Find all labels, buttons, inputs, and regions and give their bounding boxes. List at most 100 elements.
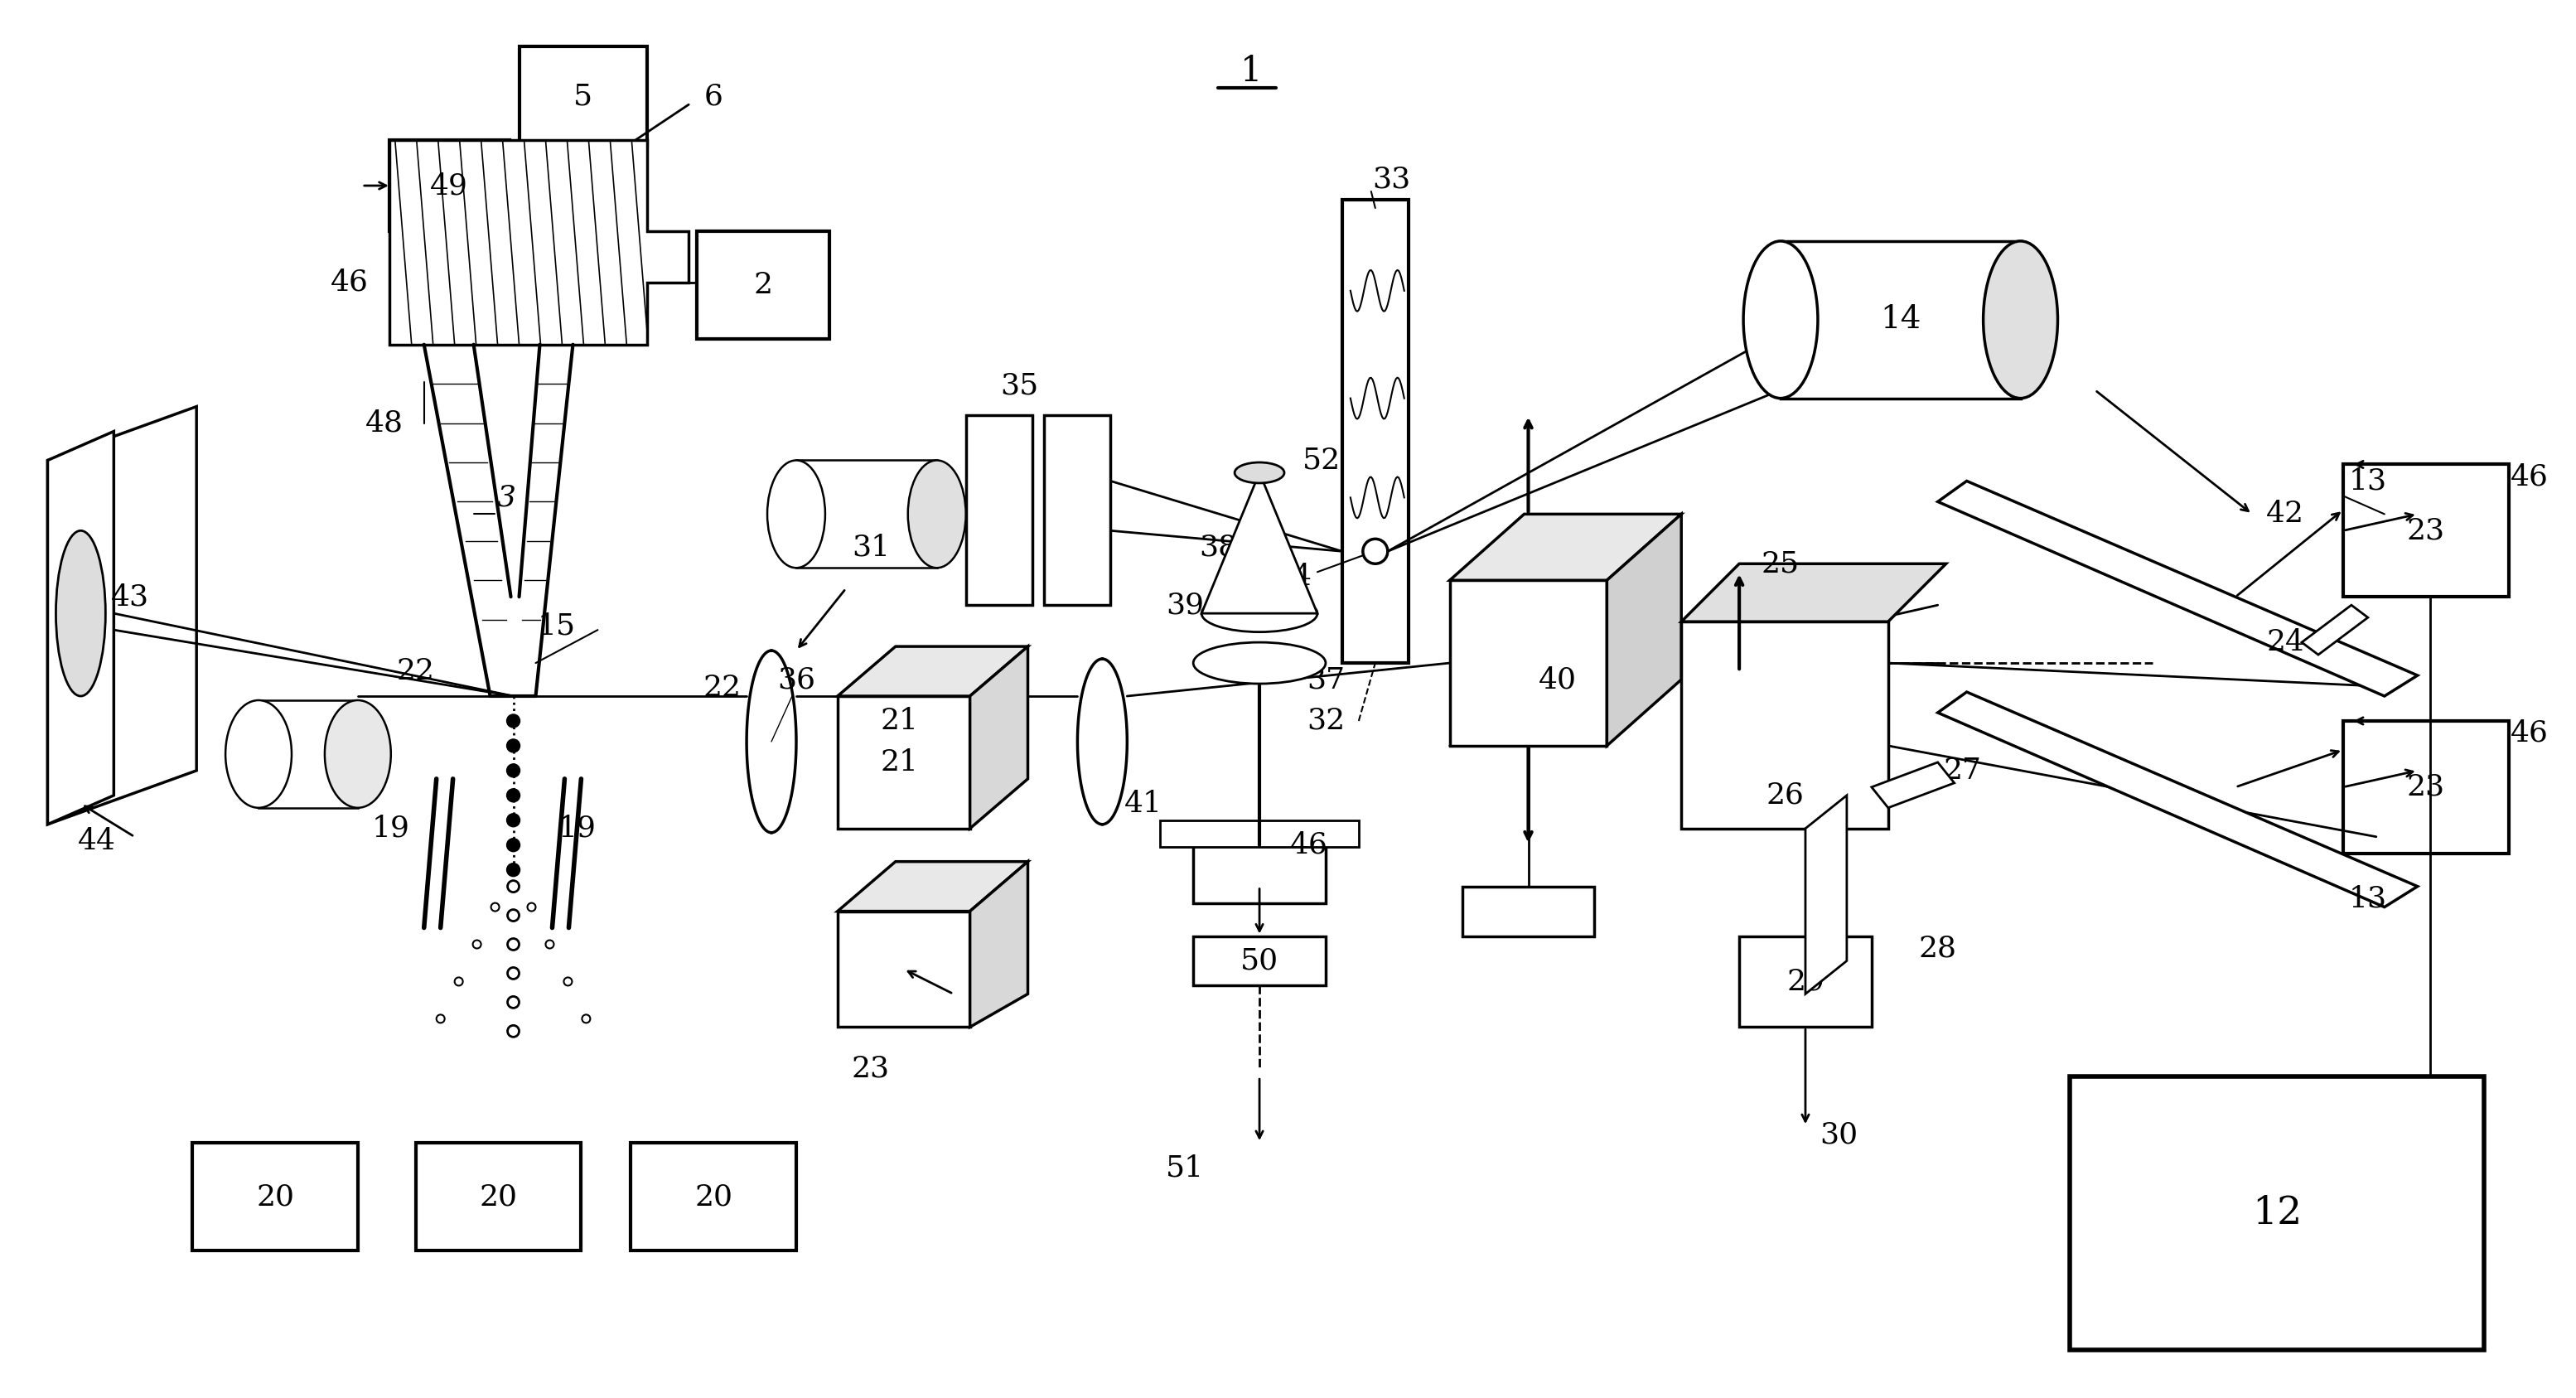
Text: 32: 32 [1306,707,1345,735]
Text: 23: 23 [853,1054,889,1082]
Bar [2344,721,2509,853]
Text: 23: 23 [2406,516,2445,545]
Text: 22: 22 [703,674,742,702]
Text: 21: 21 [881,748,920,776]
Ellipse shape [1984,240,2058,398]
Bar [2071,1076,2483,1349]
Text: 19: 19 [559,815,595,843]
Polygon shape [837,646,1028,696]
Polygon shape [1806,795,1847,994]
Circle shape [507,839,520,851]
Bar [258,700,358,808]
Bar [1463,886,1595,937]
Text: 30: 30 [1819,1121,1857,1149]
Bar [1193,937,1327,986]
Polygon shape [46,432,113,825]
Bar [2344,464,2509,597]
Polygon shape [971,646,1028,829]
Text: 50: 50 [1242,946,1278,974]
Polygon shape [389,140,688,344]
Text: 24: 24 [2267,628,2306,657]
Ellipse shape [907,460,966,568]
Polygon shape [837,696,971,829]
Text: 21: 21 [881,707,920,735]
Circle shape [507,863,520,877]
Text: 51: 51 [1167,1153,1203,1181]
Text: 46: 46 [2509,463,2548,491]
Text: 47: 47 [340,781,376,809]
Bar [966,415,1033,605]
Polygon shape [1682,622,1888,829]
Text: 22: 22 [397,657,435,685]
Polygon shape [1607,514,1682,745]
Polygon shape [971,861,1028,1028]
Ellipse shape [57,531,106,696]
Text: 13: 13 [2349,467,2388,495]
Text: 36: 36 [778,665,814,693]
Text: 29: 29 [1785,967,1824,995]
Text: 15: 15 [538,612,574,640]
Polygon shape [1450,514,1682,580]
Bar [796,460,938,568]
Text: 46: 46 [330,268,368,296]
Circle shape [507,814,520,826]
Ellipse shape [1744,240,1819,398]
Text: 20: 20 [479,1183,518,1211]
Bar [1193,844,1327,903]
Text: 19: 19 [371,815,410,843]
Text: 44: 44 [77,826,116,856]
Text: 28: 28 [1919,934,1958,963]
Ellipse shape [1234,463,1285,484]
Text: 3: 3 [497,484,515,512]
Bar [415,1142,582,1250]
Bar [1159,821,1358,847]
Bar [698,231,829,338]
Text: 35: 35 [999,372,1038,400]
Polygon shape [1200,473,1316,614]
Polygon shape [837,911,971,1028]
Bar [520,46,647,145]
Text: 20: 20 [696,1183,732,1211]
Text: 26: 26 [1765,781,1803,809]
Ellipse shape [325,700,392,808]
Text: 5: 5 [574,82,592,110]
Circle shape [507,763,520,777]
Text: 14: 14 [1880,305,1922,336]
Text: 33: 33 [1373,165,1412,193]
Text: 37: 37 [1306,665,1345,693]
Text: 20: 20 [255,1183,294,1211]
Polygon shape [46,407,196,825]
Polygon shape [837,861,1028,911]
Text: 23: 23 [2406,773,2445,801]
Text: 41: 41 [1126,790,1162,818]
Text: 43: 43 [111,583,149,611]
Ellipse shape [1200,594,1316,632]
Bar [1739,937,1873,1028]
Bar [631,1142,796,1250]
Text: 12: 12 [2251,1194,2303,1232]
Bar [1342,200,1409,663]
Polygon shape [1873,762,1955,808]
Ellipse shape [227,700,291,808]
Circle shape [507,714,520,727]
Text: 31: 31 [853,533,889,561]
Text: 49: 49 [430,172,469,200]
Bar [1043,415,1110,605]
Text: 6: 6 [703,82,724,110]
Bar [193,1142,358,1250]
Text: 46: 46 [2509,719,2548,748]
Text: 25: 25 [1762,549,1801,577]
Text: 34: 34 [1273,562,1311,590]
Text: 2: 2 [755,271,773,299]
Bar [389,140,510,231]
Circle shape [507,788,520,802]
Text: 27: 27 [1942,756,1981,784]
Text: 38: 38 [1198,533,1236,561]
Text: 1: 1 [1239,55,1262,89]
Text: 13: 13 [2349,885,2388,913]
Polygon shape [2303,605,2367,654]
Circle shape [507,740,520,752]
Text: 42: 42 [2267,500,2306,528]
Text: 46: 46 [1291,830,1329,860]
Polygon shape [1450,580,1607,745]
